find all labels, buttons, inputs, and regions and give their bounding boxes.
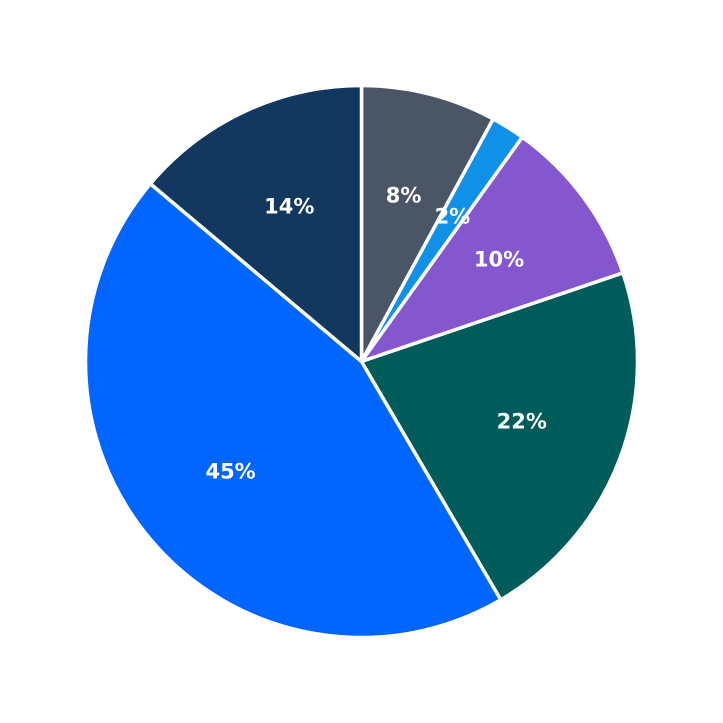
pie-slice-label-3: 10% bbox=[474, 248, 524, 272]
pie-slice-label-4: 22% bbox=[497, 409, 547, 433]
pie-slice-label-2: 2% bbox=[435, 205, 471, 229]
pie-slice-4 bbox=[359, 271, 640, 602]
pie-slice-5 bbox=[83, 181, 503, 640]
pie-slice-1 bbox=[359, 83, 496, 364]
pie-labels: 8% 2%10% 22% 45% 14% bbox=[205, 184, 546, 484]
pie-slice-3 bbox=[359, 135, 625, 364]
pie-slice-label-1: 8% bbox=[386, 184, 422, 208]
pie-slice-6 bbox=[148, 83, 364, 364]
pie-slices bbox=[83, 83, 640, 640]
pie-slice-label-6: 14% bbox=[264, 194, 314, 218]
pie-slice-label-5: 45% bbox=[205, 460, 255, 484]
